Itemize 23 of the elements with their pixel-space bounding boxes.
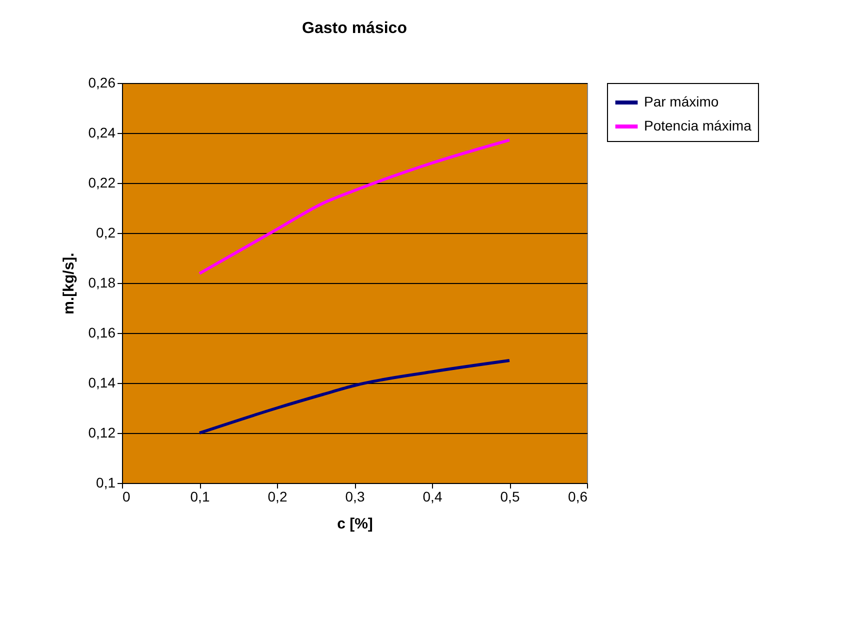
legend-label: Potencia máxima xyxy=(644,118,752,134)
x-tick-label: 0,3 xyxy=(345,488,365,504)
y-tick-label: 0,12 xyxy=(88,424,116,440)
x-tick-label: 0,6 xyxy=(568,488,588,504)
y-tick-label: 0,22 xyxy=(88,174,116,190)
y-tick-label: 0,16 xyxy=(88,324,116,340)
y-tick-label: 0,26 xyxy=(88,74,116,90)
y-tick-label: 0,24 xyxy=(88,124,116,140)
chart-title: Gasto másico xyxy=(302,20,408,37)
y-tick-label: 0,18 xyxy=(88,274,116,290)
y-tick-label: 0,14 xyxy=(88,374,116,390)
x-tick-label: 0 xyxy=(122,488,130,504)
x-axis-title: c [%] xyxy=(337,516,373,532)
line-series xyxy=(198,359,511,434)
legend-label: Par máximo xyxy=(644,94,719,110)
line-series xyxy=(198,138,511,275)
x-tick-label: 0,2 xyxy=(268,488,288,504)
x-tick-label: 0,1 xyxy=(190,488,210,504)
y-tick-label: 0,2 xyxy=(96,224,116,240)
y-tick-label: 0,1 xyxy=(96,474,116,490)
y-axis-title: m.[kg/s]. xyxy=(60,252,78,314)
x-tick-label: 0,5 xyxy=(500,488,520,504)
x-tick-label: 0,4 xyxy=(422,488,442,504)
